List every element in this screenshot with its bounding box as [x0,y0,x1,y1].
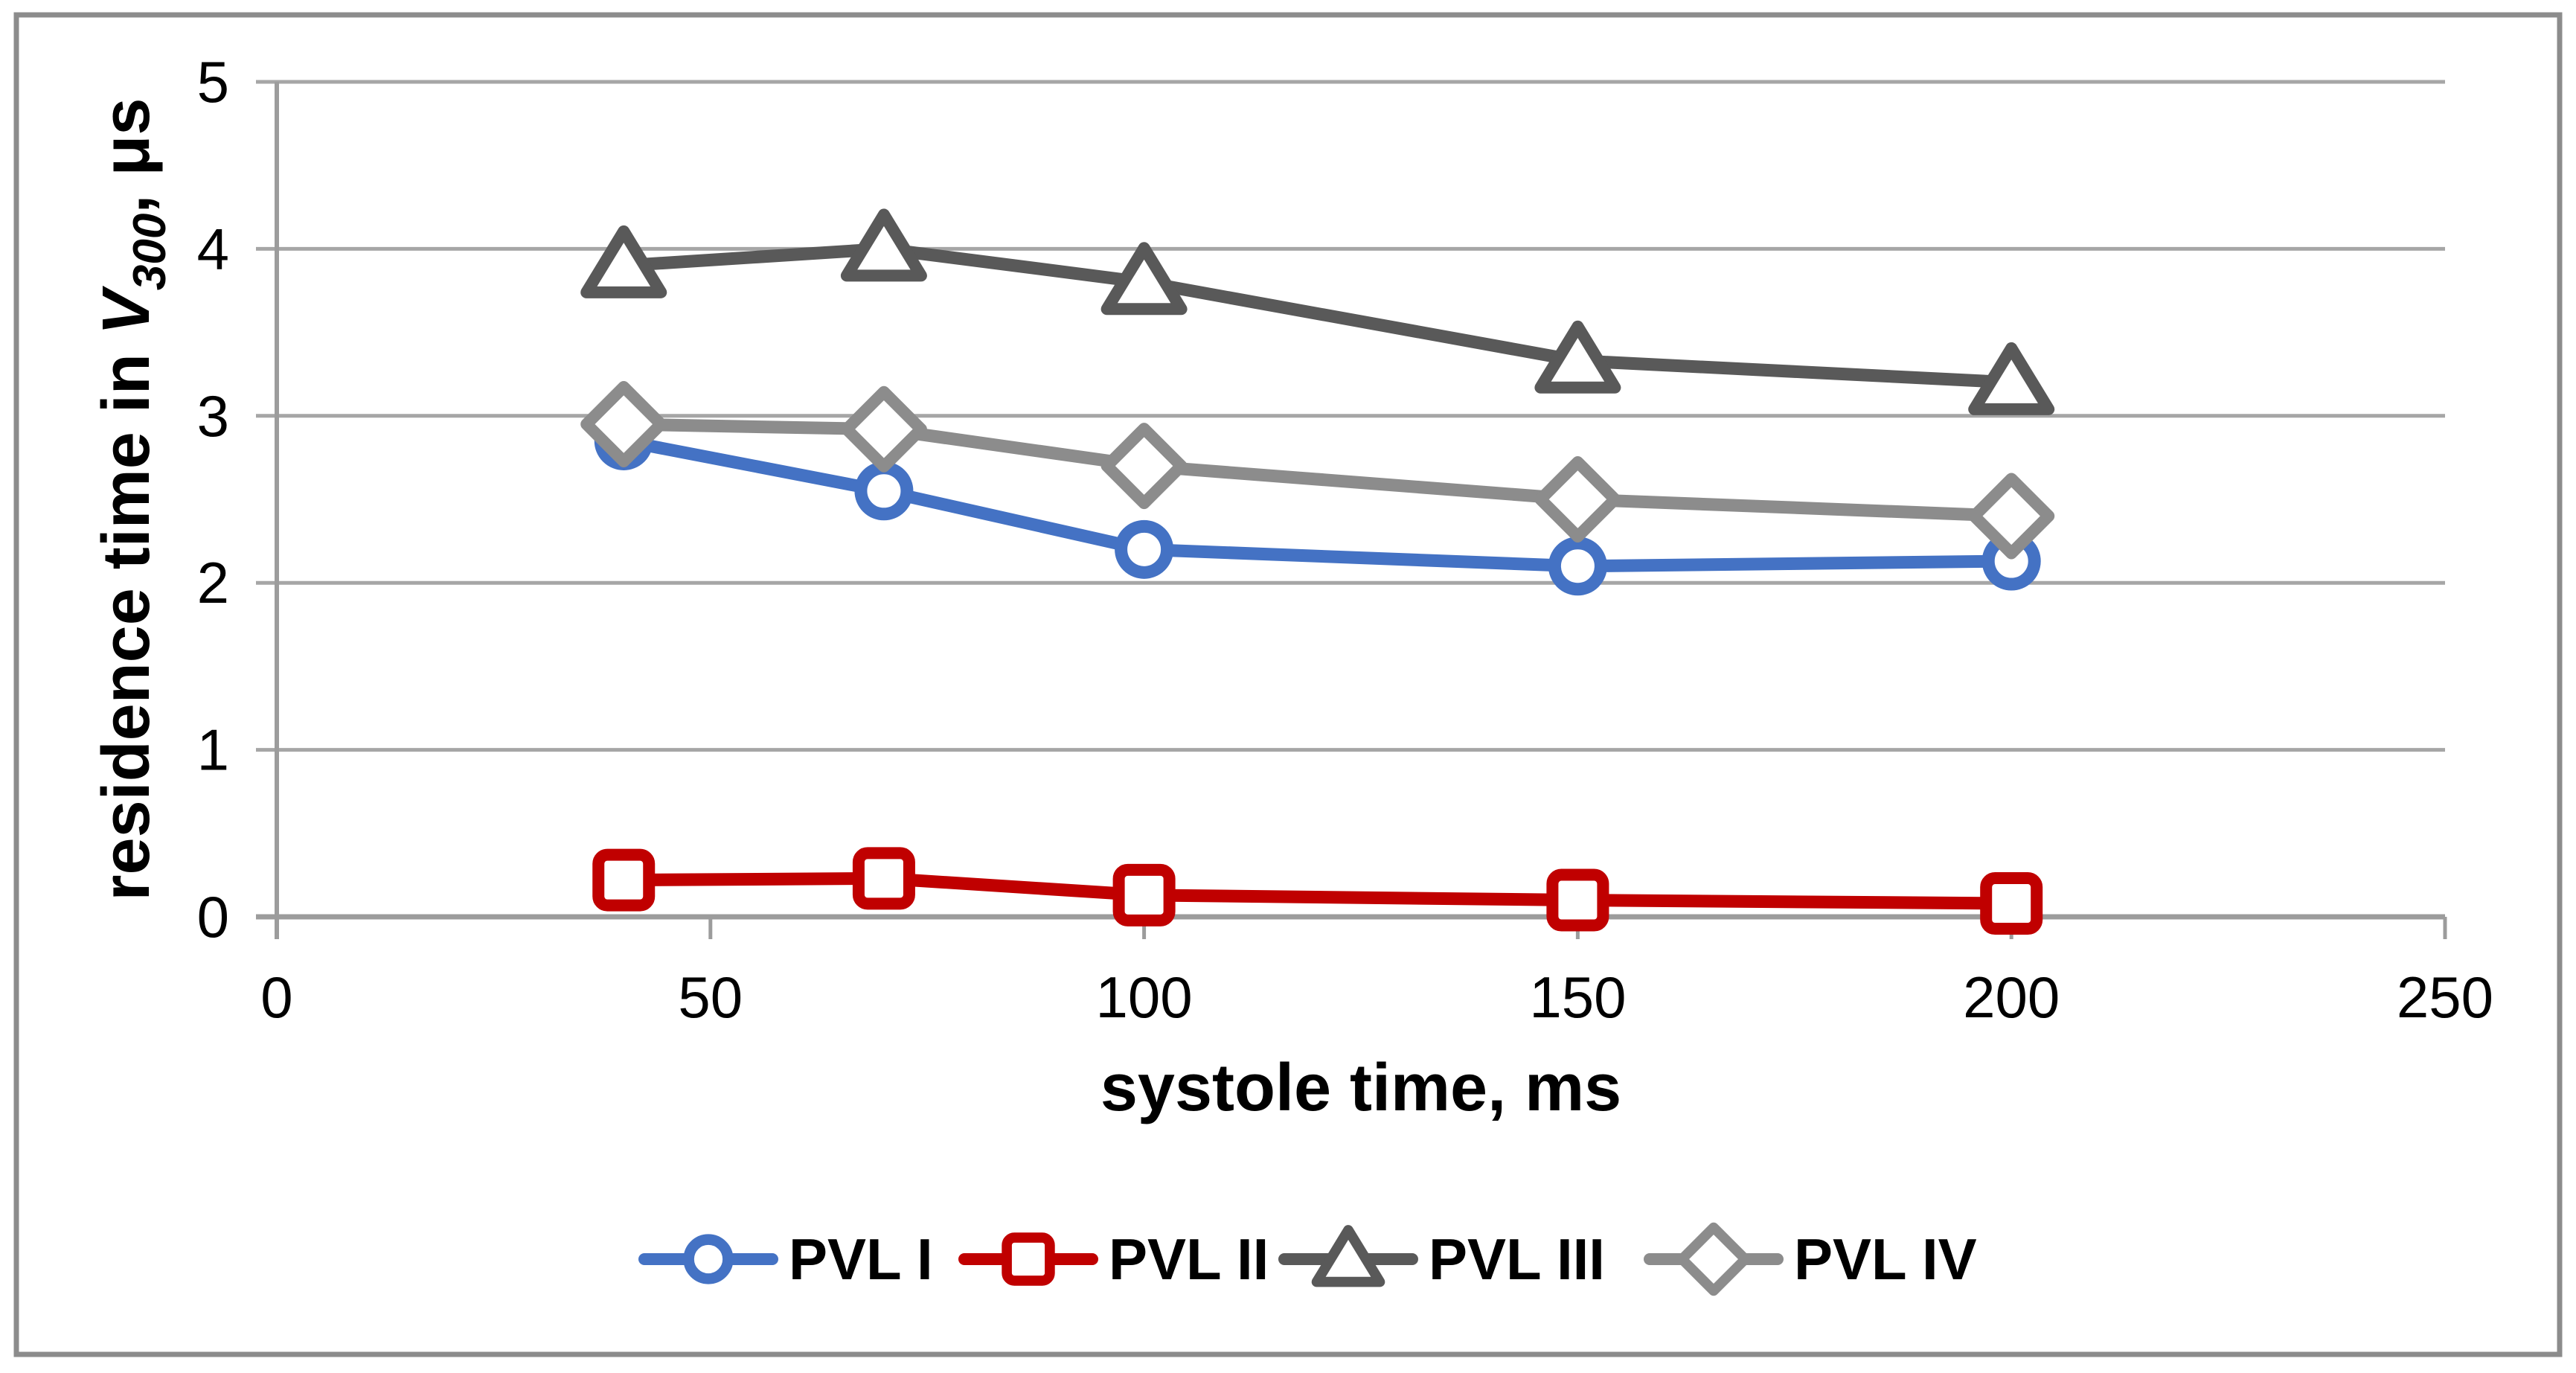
data-series [580,208,2055,935]
diamond-marker-point-2 [1100,423,1188,510]
axes [275,82,2447,939]
x-tick-label-100: 100 [1096,964,1193,1030]
y-tick-label-1: 1 [197,717,229,783]
y-axis-title: residence time in V300, μs [89,98,176,901]
legend-item-pvl-i: PVL I [638,1226,933,1292]
triangle-marker-point-1 [840,208,927,282]
legend-label: PVL I [789,1226,933,1292]
square-marker-point-2 [1112,863,1176,926]
circle-legend-marker [683,1234,734,1284]
x-tick-label-250: 250 [2397,964,2493,1030]
square-legend-marker [1002,1232,1055,1286]
triangle-marker-point-4 [1968,342,2055,415]
y-tick-label-3: 3 [197,383,229,449]
y-tick-label-5: 5 [197,49,229,115]
legend: PVL I PVL II PVL III PVL IV [638,1222,1977,1296]
legend-item-pvl-iii: PVL III [1278,1225,1605,1292]
diamond-marker-point-1 [840,385,927,473]
x-tick-label-200: 200 [1963,964,2060,1030]
circle-marker-point-2 [1115,519,1174,579]
legend-item-pvl-ii: PVL II [958,1226,1269,1292]
series-pvl-iv [580,381,2055,560]
legend-label: PVL IV [1794,1226,1977,1292]
x-axis-title: systole time, ms [1100,1051,1621,1125]
diamond-marker-point-0 [580,381,667,468]
y-axis-title-group: residence time in V300, μs [89,98,176,901]
series-pvl-ii [592,847,2043,935]
legend-label: PVL II [1109,1226,1269,1292]
series-pvl-iii [580,208,2055,415]
diamond-marker-point-3 [1534,456,1621,543]
series-line [617,417,2018,522]
legend-item-pvl-iv: PVL IV [1644,1222,1977,1296]
x-tick-label-150: 150 [1529,964,1626,1030]
square-marker-point-0 [592,848,656,912]
circle-marker-point-3 [1548,537,1607,596]
series-line [617,242,2018,389]
series-pvl-i [594,411,2041,596]
triangle-marker-point-2 [1100,242,1188,316]
series-line [617,871,2018,910]
diamond-legend-marker [1676,1222,1751,1296]
square-marker-point-3 [1546,868,1609,932]
y-tick-label-0: 0 [197,884,229,950]
x-tick-label-50: 50 [678,964,743,1030]
x-tick-label-0: 0 [260,964,292,1030]
gridlines [256,80,2445,920]
figure-border [13,12,2563,1357]
circle-marker-point-1 [854,461,914,521]
legend-label: PVL III [1429,1226,1605,1292]
y-tick-label-2: 2 [197,550,229,615]
diamond-marker-point-4 [1968,473,2055,560]
y-tick-label-4: 4 [197,216,229,281]
square-marker-point-4 [1980,872,2043,935]
triangle-marker-point-3 [1534,320,1621,394]
triangle-legend-marker [1311,1225,1385,1287]
square-marker-point-1 [852,847,915,910]
triangle-marker-point-0 [580,225,667,298]
